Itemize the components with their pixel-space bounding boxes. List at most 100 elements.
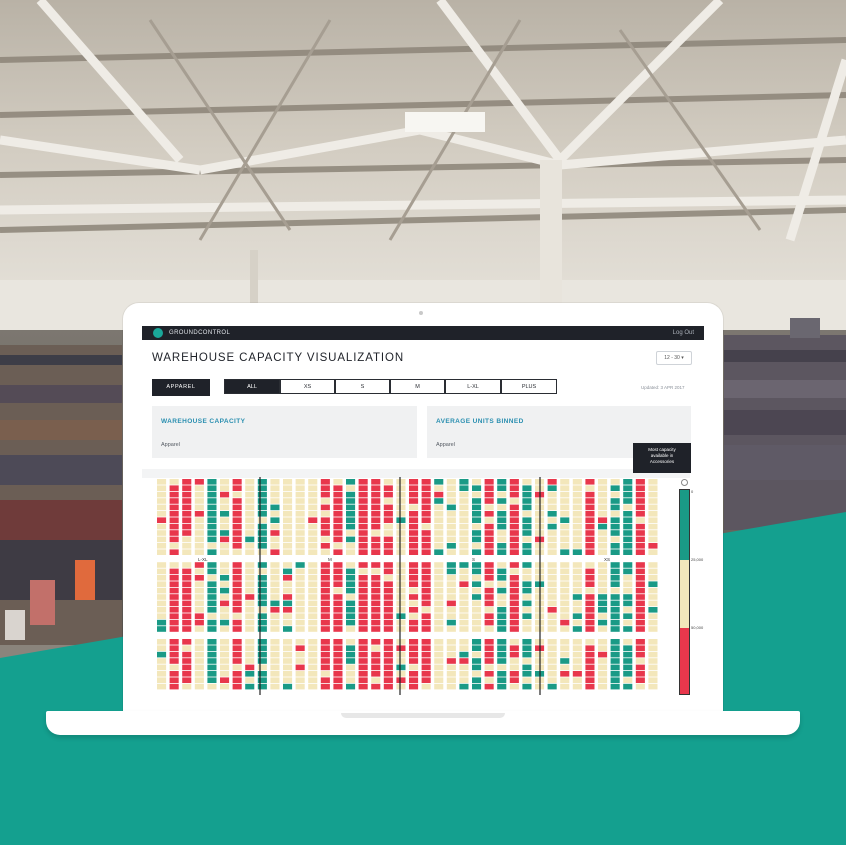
bin-cell[interactable] [434,504,444,511]
bin-cell[interactable] [169,517,179,523]
bin-cell[interactable] [270,511,280,517]
bin-cell[interactable] [295,485,305,491]
bin-cell[interactable] [270,613,280,619]
bin-cell[interactable] [459,639,469,645]
bin-cell[interactable] [459,491,469,498]
bin-cell[interactable] [572,619,582,626]
bin-cell[interactable] [484,575,494,581]
bin-cell[interactable] [346,677,356,683]
bin-cell[interactable] [522,626,532,632]
bin-cell[interactable] [283,613,293,619]
bin-cell[interactable] [610,600,620,607]
bin-cell[interactable] [157,639,167,645]
bin-cell[interactable] [623,543,633,549]
bin-cell[interactable] [585,677,595,683]
bin-cell[interactable] [371,664,381,671]
bin-cell[interactable] [182,543,192,549]
bin-cell[interactable] [346,568,356,575]
bin-cell[interactable] [346,607,356,613]
bin-cell[interactable] [547,568,557,575]
bin-cell[interactable] [497,536,507,543]
bin-cell[interactable] [220,658,230,664]
bin-cell[interactable] [635,530,645,536]
bin-cell[interactable] [220,511,230,517]
bin-cell[interactable] [245,619,255,626]
bin-cell[interactable] [308,517,318,523]
bin-cell[interactable] [623,658,633,664]
bin-cell[interactable] [308,677,318,683]
bin-cell[interactable] [207,677,217,683]
bin-cell[interactable] [295,677,305,683]
bin-cell[interactable] [220,530,230,536]
bin-cell[interactable] [245,658,255,664]
bin-cell[interactable] [598,504,608,511]
bin-cell[interactable] [459,568,469,575]
bin-cell[interactable] [207,664,217,671]
bin-cell[interactable] [283,651,293,658]
bin-cell[interactable] [635,619,645,626]
bin-cell[interactable] [283,485,293,491]
bin-cell[interactable] [472,575,482,581]
bin-cell[interactable] [232,651,242,658]
bin-cell[interactable] [220,587,230,594]
bin-cell[interactable] [396,587,406,594]
bin-cell[interactable] [308,504,318,511]
bin-cell[interactable] [295,575,305,581]
bin-cell[interactable] [509,626,519,632]
bin-cell[interactable] [383,683,393,690]
bin-cell[interactable] [409,549,419,555]
bin-cell[interactable] [295,626,305,632]
bin-cell[interactable] [635,671,645,677]
bin-cell[interactable] [169,594,179,600]
bin-cell[interactable] [220,523,230,530]
bin-cell[interactable] [434,517,444,523]
bin-cell[interactable] [245,626,255,632]
bin-cell[interactable] [383,511,393,517]
bin-cell[interactable] [270,543,280,549]
bin-cell[interactable] [257,613,267,619]
bin-cell[interactable] [333,485,343,491]
bin-cell[interactable] [522,607,532,613]
bin-cell[interactable] [270,581,280,587]
bin-cell[interactable] [346,498,356,504]
bin-cell[interactable] [421,639,431,645]
bin-cell[interactable] [409,651,419,658]
bin-cell[interactable] [245,671,255,677]
bin-cell[interactable] [358,517,368,523]
bin-cell[interactable] [585,671,595,677]
bin-cell[interactable] [320,658,330,664]
bin-cell[interactable] [598,651,608,658]
bin-cell[interactable] [509,594,519,600]
bin-cell[interactable] [371,600,381,607]
bin-cell[interactable] [598,613,608,619]
bin-cell[interactable] [182,683,192,690]
bin-cell[interactable] [572,504,582,511]
bin-cell[interactable] [383,658,393,664]
bin-cell[interactable] [245,485,255,491]
bin-cell[interactable] [270,594,280,600]
bin-cell[interactable] [484,536,494,543]
bin-cell[interactable] [207,651,217,658]
bin-cell[interactable] [635,543,645,549]
bin-cell[interactable] [396,639,406,645]
bin-cell[interactable] [497,562,507,568]
bin-cell[interactable] [635,491,645,498]
bin-cell[interactable] [257,536,267,543]
bin-cell[interactable] [283,517,293,523]
bin-cell[interactable] [648,677,658,683]
bin-cell[interactable] [484,664,494,671]
bin-cell[interactable] [295,645,305,651]
bin-cell[interactable] [446,485,456,491]
bin-cell[interactable] [396,485,406,491]
bin-cell[interactable] [220,504,230,511]
bin-cell[interactable] [497,517,507,523]
bin-cell[interactable] [320,581,330,587]
bin-cell[interactable] [220,536,230,543]
bin-cell[interactable] [169,485,179,491]
bin-cell[interactable] [648,639,658,645]
bin-cell[interactable] [346,491,356,498]
bin-cell[interactable] [194,683,204,690]
bin-cell[interactable] [434,677,444,683]
bin-cell[interactable] [547,651,557,658]
bin-cell[interactable] [459,600,469,607]
